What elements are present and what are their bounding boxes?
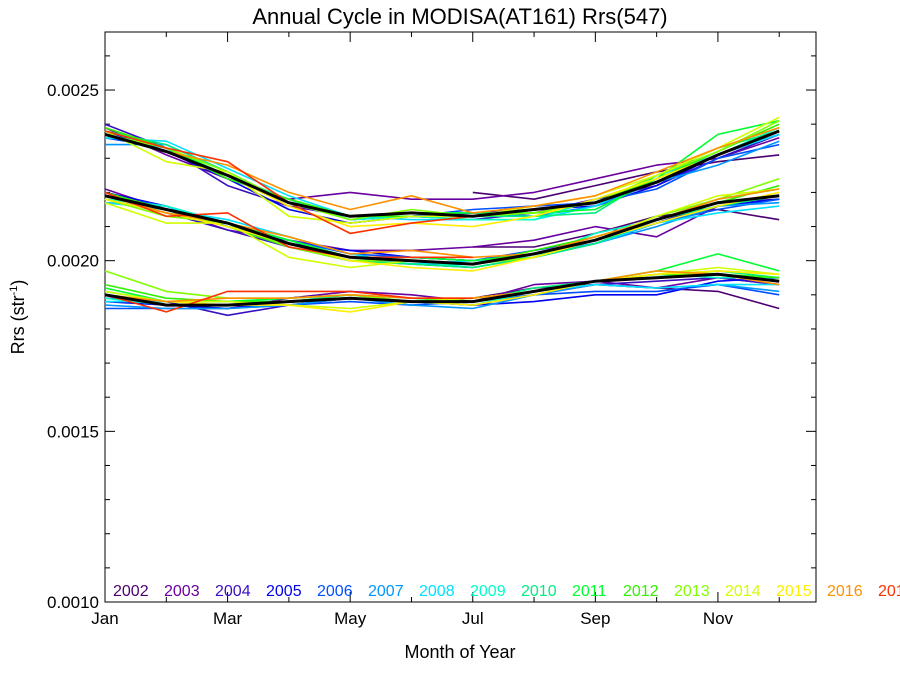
legend-item-2009: 2009 bbox=[470, 583, 506, 600]
climatology-line-band-3 bbox=[104, 272, 780, 307]
chart-title: Annual Cycle in MODISA(AT161) Rrs(547) bbox=[252, 4, 667, 29]
series-line-2008-band-1 bbox=[104, 133, 780, 221]
series-line-2014-band-2 bbox=[104, 188, 780, 269]
y-tick-label: 0.0025 bbox=[47, 81, 99, 100]
y-axis: 0.0010 0.0015 0.0020 0.0025 bbox=[47, 55, 816, 612]
x-axis-label: Month of Year bbox=[404, 642, 515, 662]
y-axis-label-text: Rrs (str bbox=[8, 295, 28, 354]
series-line-2017-band-1 bbox=[104, 130, 473, 235]
legend-item-2007: 2007 bbox=[368, 583, 404, 600]
y-tick-label: 0.0020 bbox=[47, 252, 99, 271]
series-line-2015-band-2 bbox=[104, 191, 780, 272]
y-axis-label-superscript: -1 bbox=[8, 286, 20, 296]
legend-item-2011: 2011 bbox=[572, 583, 607, 600]
x-axis: Jan Mar May Jul Sep Nov bbox=[91, 32, 780, 628]
legend: 2002 2003 2004 2005 2006 2007 2008 2009 2010 2011… bbox=[113, 583, 900, 600]
climatology-lines bbox=[104, 129, 780, 307]
legend-item-2006: 2006 bbox=[317, 583, 353, 600]
legend-item-2005: 2005 bbox=[266, 583, 302, 600]
series-line-2016-band-1 bbox=[104, 126, 780, 214]
legend-item-2004: 2004 bbox=[215, 583, 251, 600]
series-line-2006-band-1 bbox=[104, 137, 780, 221]
x-tick-label: Jul bbox=[462, 609, 484, 628]
series-lines bbox=[104, 116, 780, 317]
series-line-2017-band-2 bbox=[104, 191, 473, 259]
legend-item-2016: 2016 bbox=[827, 583, 863, 600]
legend-item-2008: 2008 bbox=[419, 583, 455, 600]
legend-item-2015: 2015 bbox=[776, 583, 812, 600]
legend-item-2003: 2003 bbox=[164, 583, 200, 600]
series-line-2017-band-3 bbox=[104, 290, 473, 313]
legend-item-2002: 2002 bbox=[113, 583, 149, 600]
x-tick-label: Sep bbox=[580, 609, 610, 628]
x-tick-label: May bbox=[334, 609, 367, 628]
legend-item-2017: 2017 bbox=[878, 583, 900, 600]
x-tick-label: Jan bbox=[91, 609, 118, 628]
plot-frame bbox=[104, 31, 817, 603]
y-tick-label: 0.0015 bbox=[47, 422, 99, 441]
legend-item-2013: 2013 bbox=[674, 583, 710, 600]
legend-item-2014: 2014 bbox=[725, 583, 761, 600]
legend-item-2012: 2012 bbox=[623, 583, 659, 600]
climatology-line-band-2 bbox=[104, 194, 780, 266]
y-axis-label-close: ) bbox=[8, 280, 28, 286]
series-line-2006-band-2 bbox=[104, 195, 780, 262]
legend-item-2010: 2010 bbox=[521, 583, 557, 600]
y-axis-label: Rrs (str-1) bbox=[8, 280, 28, 355]
x-tick-label: Mar bbox=[213, 609, 243, 628]
climatology-line-band-1 bbox=[104, 129, 780, 218]
x-tick-label: Nov bbox=[703, 609, 734, 628]
y-tick-label: 0.0010 bbox=[47, 593, 99, 612]
